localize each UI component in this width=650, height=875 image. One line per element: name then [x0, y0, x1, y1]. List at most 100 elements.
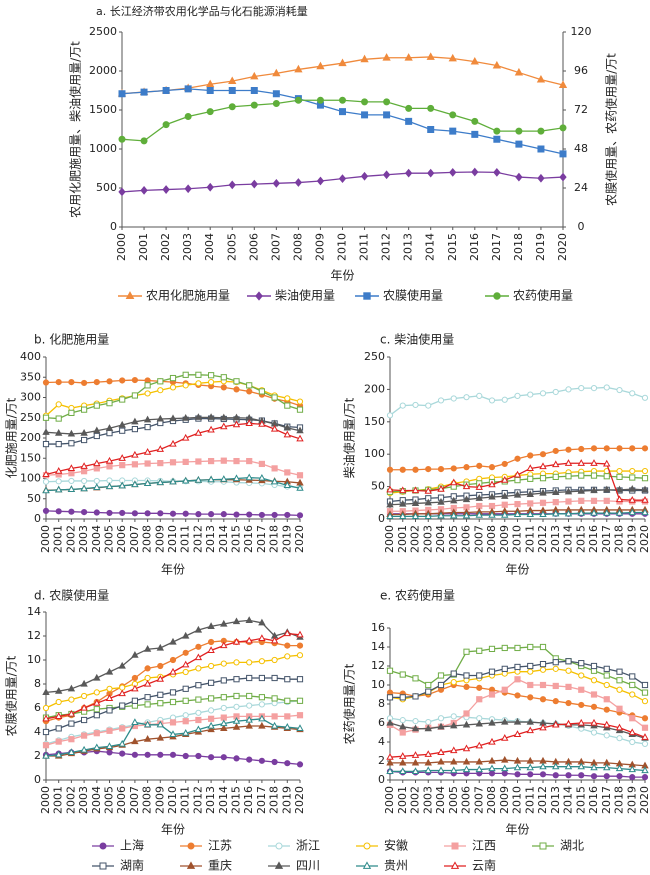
x-tick-label: 2017 [255, 525, 268, 553]
x-tick-label: 2020 [293, 525, 306, 553]
data-point [258, 460, 265, 468]
data-point [233, 386, 240, 393]
data-point [182, 685, 189, 692]
data-point [437, 722, 445, 730]
data-point [564, 762, 573, 770]
x-tick-label: 2001 [396, 786, 409, 814]
data-point [629, 673, 636, 680]
data-point [207, 622, 215, 629]
data-point [67, 464, 76, 471]
x-tick-label: 2016 [242, 786, 255, 814]
x-tick-label: 2020 [556, 233, 569, 261]
data-point [156, 414, 165, 422]
data-point [629, 467, 636, 475]
data-point [629, 691, 636, 698]
data-point [316, 96, 324, 104]
data-point [131, 480, 139, 488]
x-tick-label: 2018 [512, 233, 525, 261]
data-point [424, 498, 432, 506]
data-point [603, 720, 611, 728]
data-point [426, 52, 435, 60]
data-point [169, 730, 177, 737]
data-point [526, 717, 534, 725]
x-tick-label: 2016 [468, 233, 481, 261]
data-point [383, 111, 391, 119]
data-point [590, 459, 598, 466]
data-point [182, 718, 189, 725]
data-point [271, 758, 278, 766]
y-tick-right-label: 120 [571, 25, 592, 38]
data-point [539, 771, 547, 778]
data-point [246, 388, 253, 395]
data-point [119, 725, 126, 732]
data-point [284, 760, 291, 767]
data-point [195, 716, 202, 724]
data-point [577, 459, 585, 466]
data-point [399, 758, 407, 766]
data-point [603, 706, 610, 713]
data-point [169, 477, 177, 485]
data-point [296, 426, 304, 434]
data-point [207, 425, 215, 433]
data-point [105, 424, 114, 431]
data-point [552, 447, 559, 455]
data-point [181, 476, 190, 484]
data-point [641, 698, 649, 705]
data-point [450, 713, 457, 720]
y-tick-label: 8 [378, 697, 385, 710]
data-point [539, 510, 547, 518]
x-tick-label: 2000 [383, 786, 396, 814]
data-point [527, 662, 534, 670]
data-point [590, 509, 598, 516]
data-point [462, 720, 471, 728]
data-point [143, 645, 152, 652]
data-point [182, 712, 189, 719]
data-point [118, 135, 126, 143]
data-point [118, 661, 126, 669]
data-point [93, 730, 100, 737]
data-point [629, 715, 636, 722]
data-point [514, 663, 521, 671]
data-point [195, 696, 202, 703]
legend-label: 安徽 [384, 838, 408, 853]
data-point [462, 765, 471, 773]
data-point [629, 738, 636, 746]
data-point [119, 427, 126, 434]
legend-marker [99, 842, 107, 850]
x-tick-label: 2002 [64, 786, 77, 814]
data-point [106, 727, 113, 734]
chart-title: a. 长江经济带农用化学品与化石能源消耗量 [96, 4, 308, 18]
data-point [284, 642, 291, 649]
data-point [578, 660, 585, 667]
x-tick-label: 2014 [217, 525, 230, 553]
data-point [564, 719, 573, 727]
data-point [577, 718, 585, 726]
data-point [81, 436, 88, 444]
data-point [118, 90, 126, 98]
data-point [246, 692, 253, 700]
x-tick-label: 2012 [191, 525, 204, 553]
data-point [220, 511, 227, 518]
legend-label: 云南 [472, 858, 496, 873]
data-point [294, 64, 303, 73]
data-point [493, 127, 501, 135]
series-贵州 [42, 714, 304, 759]
data-point [67, 684, 76, 692]
data-point [488, 492, 496, 500]
data-point [220, 384, 227, 391]
data-point [527, 694, 534, 701]
data-point [471, 130, 479, 138]
data-point [194, 428, 203, 436]
data-point [93, 402, 100, 409]
legend-marker [493, 292, 501, 300]
data-point [181, 660, 190, 668]
data-point [67, 748, 76, 755]
data-point [539, 696, 547, 703]
y-tick-label: 12 [371, 659, 385, 672]
y-tick-label: 10 [371, 678, 385, 691]
data-point [131, 697, 139, 704]
series-云南 [42, 419, 304, 478]
data-point [559, 172, 567, 182]
y-axis-label: 农膜使用量/万t [4, 655, 19, 736]
data-point [184, 113, 192, 120]
